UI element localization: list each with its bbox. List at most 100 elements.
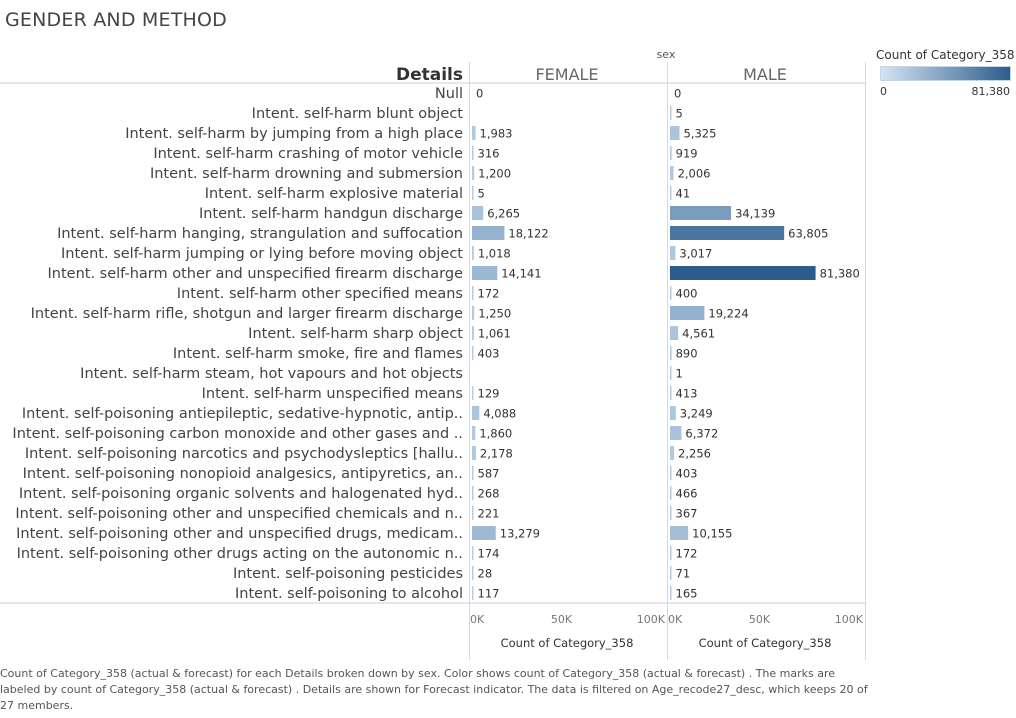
- data-label-male: 2,006: [678, 167, 711, 181]
- data-label-female: 13,279: [500, 527, 540, 541]
- data-label-male: 6,372: [685, 427, 718, 441]
- row-header-details: Details: [396, 65, 463, 85]
- category-label: Intent. self-harm explosive material: [205, 186, 463, 202]
- data-label-male: 19,224: [708, 307, 748, 321]
- category-label: Intent. self-harm jumping or lying befor…: [61, 246, 463, 262]
- x-axis-label: Count of Category_358: [501, 636, 634, 650]
- category-label: Intent. self-poisoning other and unspeci…: [15, 506, 463, 522]
- bar-female: [472, 386, 474, 400]
- category-label: Intent. self-harm sharp object: [248, 326, 463, 342]
- data-label-male: 3,249: [680, 407, 713, 421]
- data-label-male: 890: [676, 347, 698, 361]
- x-tick-label: 50K: [749, 613, 771, 626]
- data-label-male: 81,380: [820, 267, 860, 281]
- series-header-female: FEMALE: [535, 65, 598, 84]
- bar-female: [472, 206, 484, 220]
- data-label-female: 1,061: [478, 327, 511, 341]
- bar-male: [670, 306, 705, 320]
- bar-female: [472, 126, 476, 140]
- category-label: Intent. self-poisoning antiepileptic, se…: [22, 406, 463, 422]
- category-label: Intent. self-poisoning carbon monoxide a…: [12, 426, 463, 442]
- bar-male: [670, 426, 682, 440]
- bar-male: [670, 106, 672, 120]
- category-label: Intent. self-harm crashing of motor vehi…: [153, 146, 463, 162]
- data-label-female: 18,122: [508, 227, 548, 241]
- bar-female: [472, 266, 498, 280]
- data-label-male: 34,139: [735, 207, 775, 221]
- category-label: Intent. self-poisoning nonopioid analges…: [23, 466, 463, 482]
- data-label-male: 919: [676, 147, 698, 161]
- bar-female: [472, 146, 474, 160]
- data-label-female: 129: [478, 387, 500, 401]
- bar-male: [670, 526, 689, 540]
- x-axis-label: Count of Category_358: [699, 636, 832, 650]
- bar-male: [670, 506, 672, 520]
- category-label: Intent. self-poisoning other and unspeci…: [16, 526, 463, 542]
- data-label-female: 172: [478, 287, 500, 301]
- category-label: Intent. self-harm unspecified means: [202, 386, 463, 402]
- bar-male: [670, 126, 680, 140]
- data-label-male: 71: [676, 567, 691, 581]
- bar-male: [670, 486, 672, 500]
- category-label: Intent. self-harm other specified means: [177, 286, 463, 302]
- category-label: Intent. self-harm steam, hot vapours and…: [80, 366, 463, 382]
- bar-female: [472, 286, 474, 300]
- data-label-male: 400: [676, 287, 698, 301]
- bar-male: [670, 326, 679, 340]
- bar-male: [670, 546, 672, 560]
- category-label: Intent. self-harm hanging, strangulation…: [57, 226, 463, 242]
- data-label-male: 4,561: [682, 327, 715, 341]
- bar-male: [670, 386, 672, 400]
- bar-female: [472, 306, 475, 320]
- bar-male: [670, 266, 816, 280]
- data-label-female: 28: [478, 567, 493, 581]
- bar-female: [472, 586, 474, 600]
- page-title: GENDER AND METHOD: [5, 9, 227, 31]
- bar-female: [472, 186, 474, 200]
- data-label-male: 41: [676, 187, 691, 201]
- bar-male: [670, 406, 676, 420]
- bar-male: [670, 466, 672, 480]
- x-tick-label: 50K: [551, 613, 573, 626]
- data-label-male: 172: [676, 547, 698, 561]
- category-label: Intent. self-harm handgun discharge: [199, 206, 463, 222]
- category-label: Intent. self-poisoning other drugs actin…: [17, 546, 463, 562]
- data-label-female: 117: [478, 587, 500, 601]
- data-label-female: 221: [478, 507, 500, 521]
- data-label-male: 63,805: [788, 227, 828, 241]
- bar-female: [472, 326, 474, 340]
- data-label-female: 14,141: [501, 267, 541, 281]
- bar-female: [472, 166, 475, 180]
- bar-male: [670, 166, 674, 180]
- bar-chart: sex Details FEMALE MALE Null Intent. self-har…: [0, 48, 866, 660]
- data-label-male: 0: [674, 87, 681, 101]
- bar-female: [472, 486, 474, 500]
- legend-color-ramp[interactable]: [880, 66, 1011, 81]
- data-label-male: 466: [676, 487, 698, 501]
- legend-max-label: 81,380: [971, 85, 1011, 98]
- bar-female: [472, 546, 474, 560]
- bar-male: [670, 566, 672, 580]
- data-label-female: 1,250: [478, 307, 511, 321]
- data-label-male: 3,017: [679, 247, 712, 261]
- bar-male: [670, 586, 672, 600]
- bar-male: [670, 286, 672, 300]
- x-tick-label: 100K: [637, 613, 666, 626]
- data-label-female: 4,088: [483, 407, 516, 421]
- category-label: Intent. self-poisoning to alcohol: [235, 586, 463, 602]
- bar-female: [472, 506, 474, 520]
- category-label: Intent. self-poisoning organic solvents …: [19, 486, 463, 502]
- data-label-female: 268: [478, 487, 500, 501]
- data-label-male: 1: [676, 367, 683, 381]
- data-label-female: 5: [478, 187, 485, 201]
- data-label-female: 1,018: [478, 247, 511, 261]
- bar-male: [670, 366, 672, 380]
- bar-male: [670, 186, 672, 200]
- data-label-male: 5: [676, 107, 683, 121]
- data-label-male: 403: [676, 467, 698, 481]
- chart-caption: Count of Category_358 (actual & forecast…: [0, 667, 868, 712]
- bar-female: [472, 346, 474, 360]
- column-header-sex: sex: [657, 48, 676, 61]
- category-label: Intent. self-harm by jumping from a high…: [125, 126, 463, 142]
- bar-male: [670, 246, 676, 260]
